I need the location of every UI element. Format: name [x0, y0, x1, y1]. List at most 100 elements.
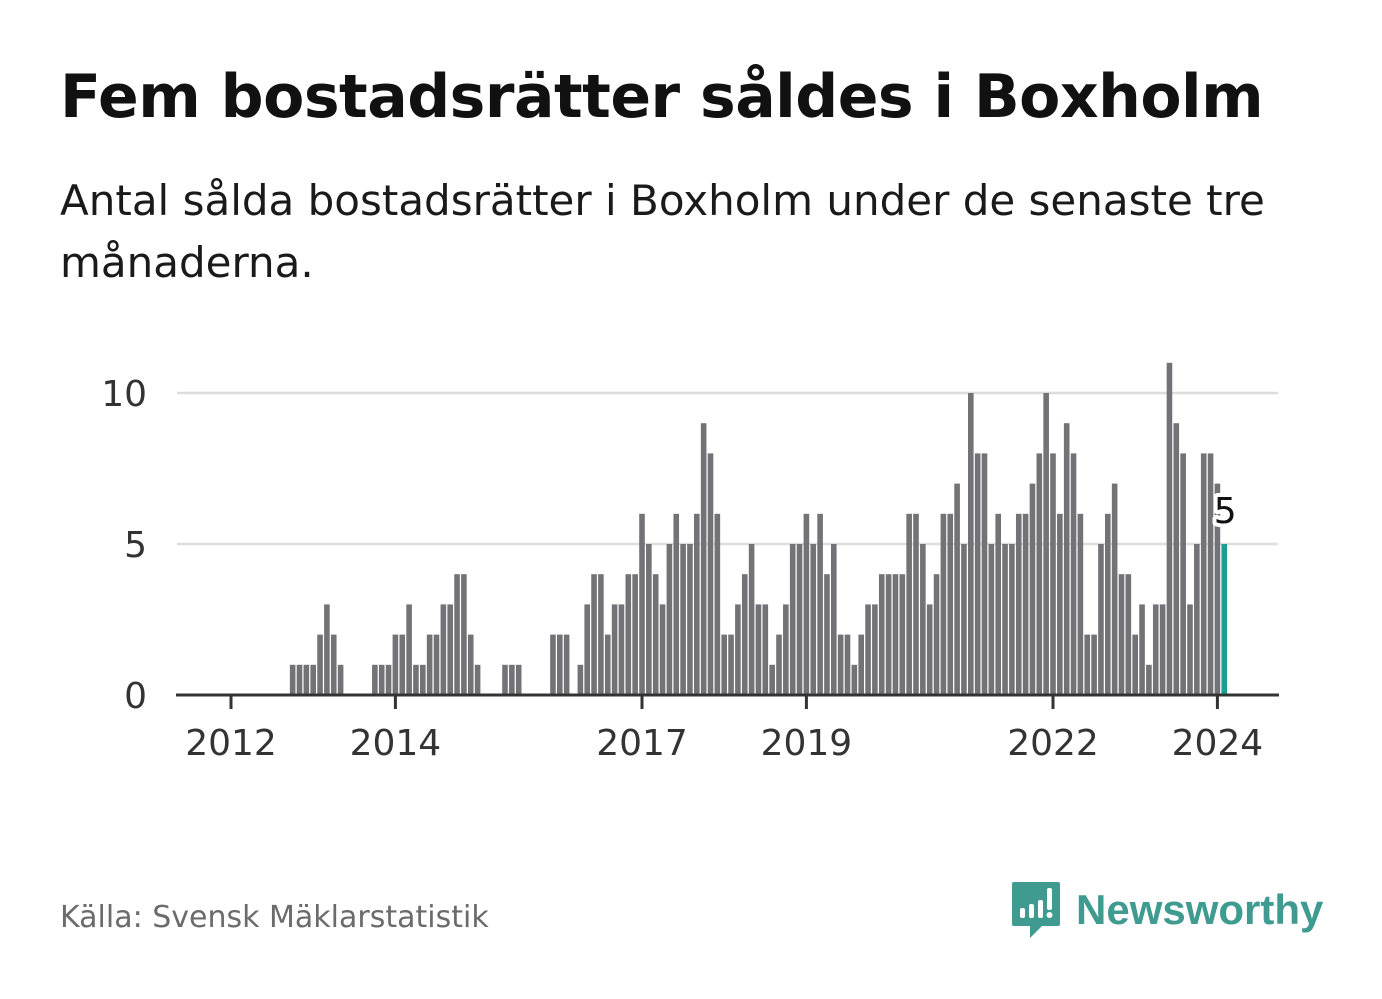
- brand-name: Newsworthy: [1076, 886, 1324, 933]
- bar: [1118, 574, 1125, 695]
- bar: [741, 574, 748, 695]
- bar: [563, 634, 570, 695]
- bar: [639, 513, 645, 695]
- bar: [1063, 423, 1070, 695]
- bar: [728, 634, 734, 695]
- bar: [577, 664, 584, 695]
- bar: [378, 664, 385, 695]
- bar: [474, 664, 481, 695]
- bar: [707, 453, 714, 695]
- bar: [385, 664, 392, 695]
- bar: [885, 574, 892, 695]
- bar: [420, 664, 426, 695]
- bar: [591, 574, 597, 695]
- bar: [1091, 634, 1097, 695]
- bar: [906, 513, 912, 695]
- bar: [892, 574, 899, 695]
- bar: [324, 604, 330, 695]
- newsworthy-logo: Newsworthy: [1010, 880, 1323, 940]
- bar: [872, 604, 878, 695]
- x-tick-label: 2012: [185, 723, 277, 764]
- bar: [913, 513, 919, 695]
- x-tick-label: 2017: [596, 723, 688, 764]
- bar: [618, 604, 625, 695]
- bar: [1050, 453, 1056, 695]
- last-value-label: 5: [1214, 491, 1237, 532]
- bar: [721, 634, 727, 695]
- bar: [844, 634, 851, 695]
- bar: [426, 634, 433, 695]
- bar: [680, 544, 686, 695]
- newsworthy-logo-icon: [1012, 882, 1060, 938]
- bar: [920, 544, 926, 695]
- bar: [789, 544, 796, 695]
- bar: [1139, 604, 1145, 695]
- bar: [584, 604, 590, 695]
- bar: [550, 634, 556, 695]
- bar: [878, 574, 885, 695]
- bar: [1009, 544, 1015, 695]
- bar: [810, 544, 817, 695]
- bar: [447, 604, 453, 695]
- bar: [433, 634, 440, 695]
- y-tick-label: 5: [124, 525, 147, 566]
- bar: [796, 544, 803, 695]
- bar: [1166, 362, 1173, 695]
- bar: [1187, 604, 1193, 695]
- bar: [1015, 513, 1022, 695]
- bar: [1043, 393, 1049, 695]
- bar: [1036, 453, 1043, 695]
- bar: [440, 604, 447, 695]
- bar: [926, 604, 933, 695]
- bar: [509, 664, 515, 695]
- bar: [748, 544, 755, 695]
- bar: [1029, 483, 1036, 695]
- bar: [372, 664, 378, 695]
- bar: [392, 634, 399, 695]
- bar: [1214, 483, 1221, 695]
- bar: [317, 634, 323, 695]
- chart-title: Fem bostadsrätter såldes i Boxholm: [60, 62, 1264, 132]
- bar: [1146, 664, 1152, 695]
- bar: [817, 513, 823, 695]
- bar: [659, 604, 666, 695]
- bar: [1002, 544, 1008, 695]
- bar: [310, 664, 316, 695]
- bar: [1111, 483, 1118, 695]
- x-axis-labels: 2012 2014 2017 2019 2022 2024: [185, 723, 1263, 764]
- bar: [296, 664, 303, 695]
- bar: [1159, 604, 1166, 695]
- bar: [1207, 453, 1214, 695]
- bar: [995, 513, 1001, 695]
- bar: [1132, 634, 1138, 695]
- x-tick-label: 2014: [350, 723, 442, 764]
- bar: [673, 513, 680, 695]
- bar: [1152, 604, 1159, 695]
- bar: [467, 634, 474, 695]
- bar: [714, 513, 721, 695]
- bar: [769, 664, 775, 695]
- bar: [762, 604, 769, 695]
- annotations: 5: [1210, 487, 1241, 536]
- bar: [735, 604, 741, 695]
- y-tick-label: 10: [101, 374, 147, 415]
- bar: [632, 574, 638, 695]
- bar: [666, 544, 673, 695]
- bar: [865, 604, 871, 695]
- bar: [1180, 453, 1186, 695]
- bar: [1200, 453, 1207, 695]
- bars: [289, 362, 1228, 695]
- bar: [413, 664, 419, 695]
- bar: [694, 513, 700, 695]
- bar: [330, 634, 337, 695]
- bar: [406, 604, 412, 695]
- bar: [502, 664, 508, 695]
- bar: [646, 544, 652, 695]
- bar: [933, 574, 940, 695]
- bar: [289, 664, 296, 695]
- bar: [899, 574, 906, 695]
- y-tick-label: 0: [124, 676, 147, 717]
- bar: [598, 574, 604, 695]
- gridlines: [177, 391, 1278, 546]
